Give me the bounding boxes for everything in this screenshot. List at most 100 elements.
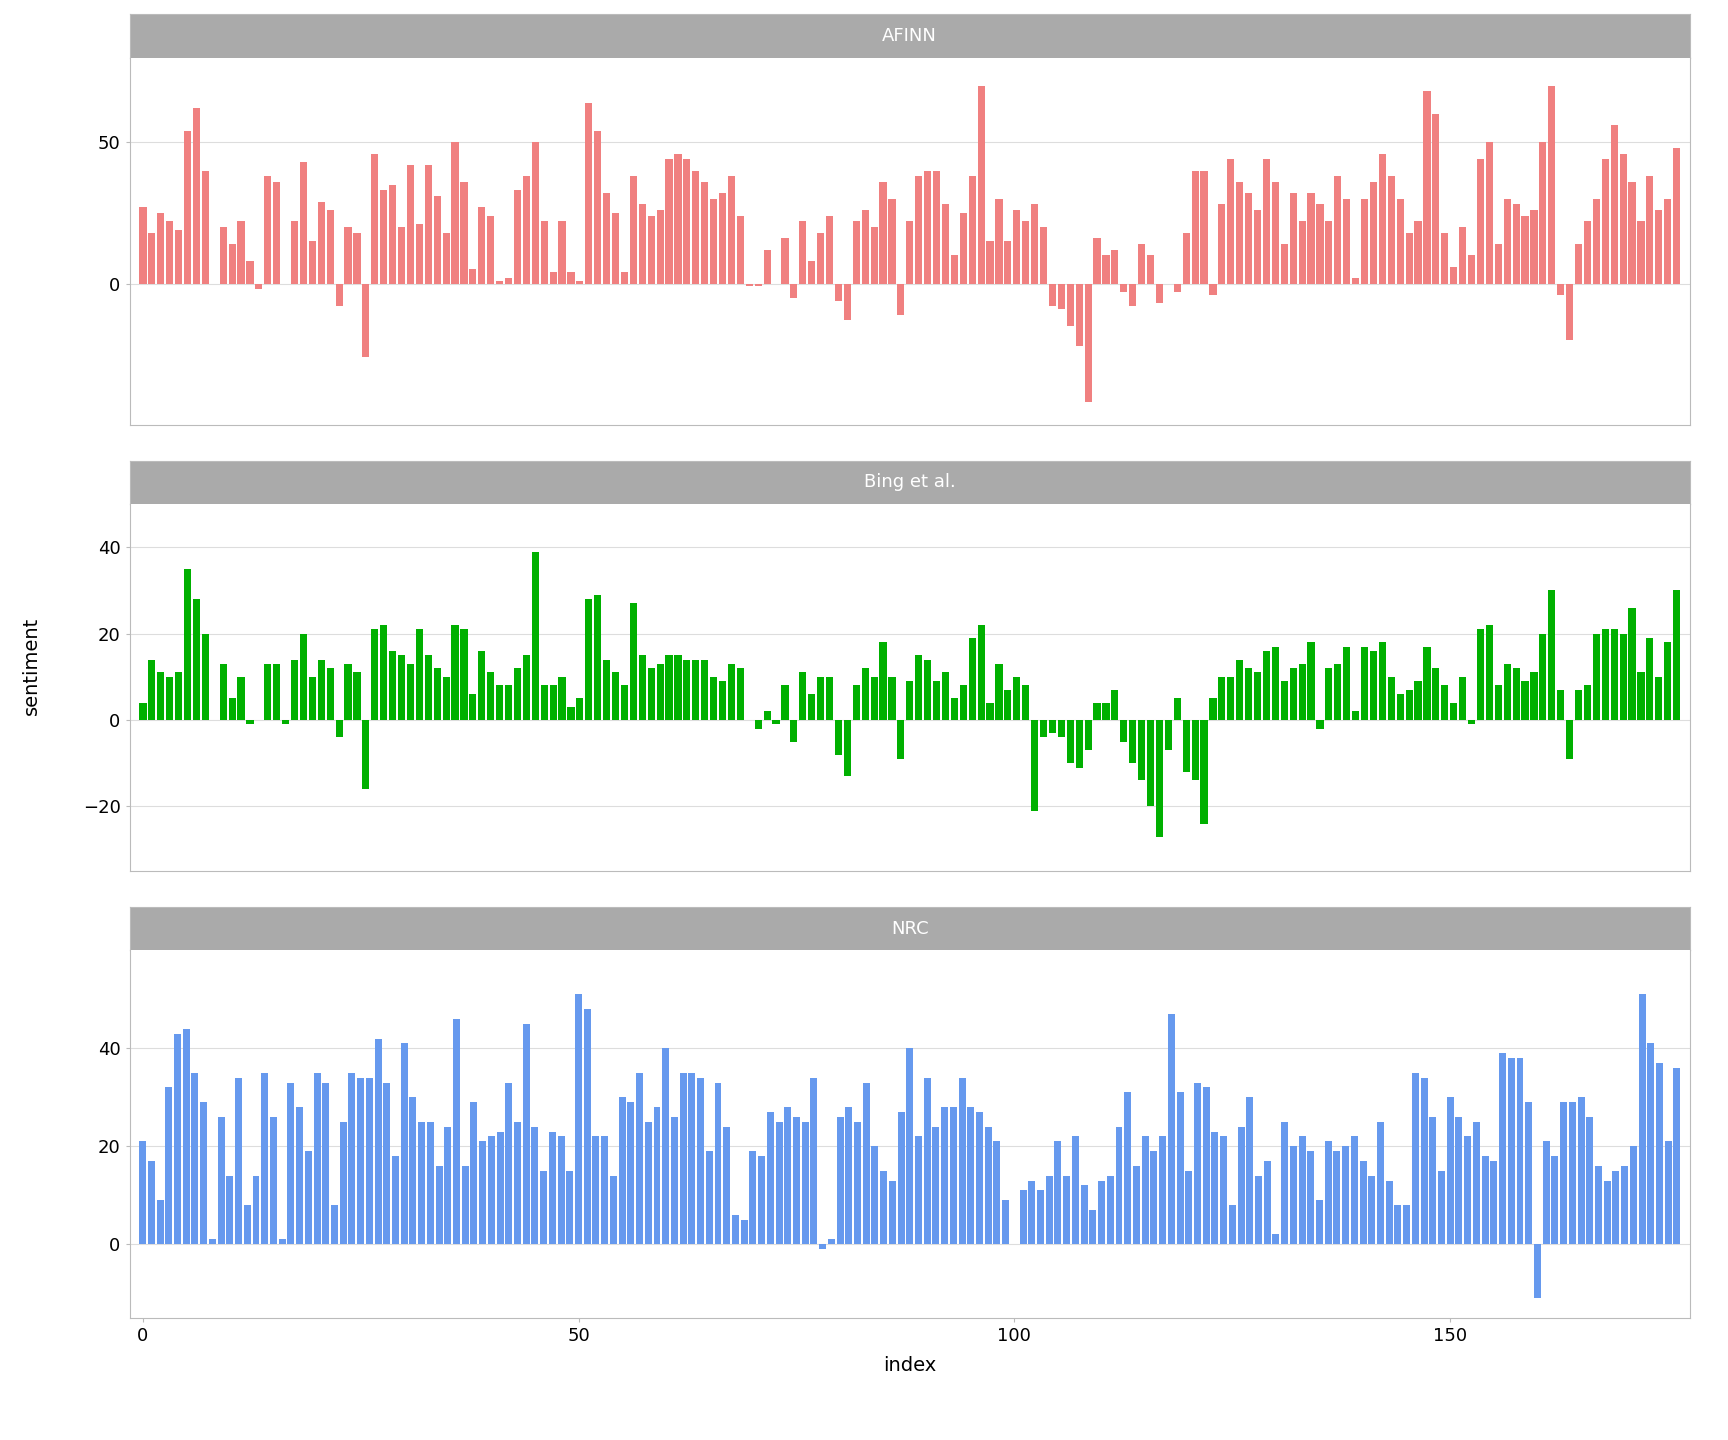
Bar [1647, 638, 1654, 720]
Bar [1227, 677, 1234, 720]
Bar [273, 181, 280, 284]
Bar [1094, 703, 1101, 720]
Bar [524, 1024, 530, 1244]
Bar [541, 1171, 548, 1244]
X-axis label: index: index [883, 1355, 937, 1375]
Bar [1477, 629, 1484, 720]
Bar [567, 1171, 574, 1244]
Bar [645, 1122, 651, 1244]
Bar [479, 651, 486, 720]
Bar [985, 1126, 992, 1244]
Bar [1147, 255, 1154, 284]
Bar [1469, 720, 1476, 724]
Bar [1094, 239, 1101, 284]
Bar [603, 193, 610, 284]
Bar [1111, 690, 1118, 720]
Bar [183, 1028, 190, 1244]
Bar [401, 1044, 408, 1244]
Bar [384, 1083, 391, 1244]
Bar [888, 199, 895, 284]
Bar [550, 685, 556, 720]
Bar [1075, 720, 1083, 768]
Bar [406, 664, 415, 720]
Bar [1004, 690, 1011, 720]
Bar [1246, 193, 1253, 284]
Bar [1455, 1117, 1462, 1244]
Bar [674, 154, 681, 284]
Bar [719, 193, 726, 284]
Bar [1066, 720, 1073, 763]
Bar [470, 694, 477, 720]
Bar [1308, 642, 1315, 720]
Bar [810, 1077, 817, 1244]
Bar [665, 655, 672, 720]
Bar [1128, 720, 1137, 763]
Bar [287, 1083, 294, 1244]
Bar [313, 1073, 320, 1244]
Bar [219, 664, 226, 720]
Bar [1552, 1156, 1559, 1244]
Bar [1177, 1093, 1184, 1244]
Bar [1386, 1181, 1393, 1244]
Bar [327, 668, 334, 720]
Bar [1450, 266, 1457, 284]
Bar [1272, 1234, 1279, 1244]
Bar [1593, 199, 1600, 284]
Bar [1673, 148, 1680, 284]
Bar [327, 210, 334, 284]
Bar [1610, 125, 1617, 284]
Bar [1263, 651, 1270, 720]
Bar [496, 685, 503, 720]
Bar [1004, 240, 1011, 284]
Bar [852, 222, 861, 284]
Bar [950, 698, 957, 720]
Bar [513, 1122, 522, 1244]
Bar [809, 694, 816, 720]
Bar [1503, 199, 1510, 284]
Bar [1116, 1126, 1123, 1244]
Bar [790, 284, 797, 298]
Bar [192, 1073, 199, 1244]
Bar [513, 668, 522, 720]
Bar [1236, 660, 1242, 720]
Bar [710, 677, 717, 720]
Bar [1237, 1126, 1244, 1244]
Bar [862, 210, 869, 284]
Bar [418, 1122, 425, 1244]
Bar [1298, 664, 1306, 720]
Bar [852, 685, 861, 720]
Bar [183, 131, 192, 284]
Bar [1139, 720, 1146, 780]
Bar [397, 655, 404, 720]
Bar [1503, 664, 1510, 720]
Bar [1108, 1175, 1115, 1244]
Text: AFINN: AFINN [883, 27, 937, 45]
Bar [363, 720, 370, 789]
Bar [1405, 690, 1414, 720]
Bar [1647, 176, 1654, 284]
Bar [1289, 193, 1296, 284]
Bar [724, 1126, 731, 1244]
Bar [513, 190, 522, 284]
Bar [1458, 677, 1465, 720]
Bar [880, 1171, 886, 1244]
Bar [425, 166, 432, 284]
Bar [897, 720, 904, 759]
Bar [1317, 204, 1324, 284]
Bar [987, 240, 994, 284]
Bar [1227, 160, 1234, 284]
Bar [470, 1102, 477, 1244]
Bar [969, 176, 976, 284]
Bar [1379, 642, 1386, 720]
Bar [819, 1244, 826, 1248]
Bar [1521, 681, 1529, 720]
Bar [1441, 685, 1448, 720]
Bar [1420, 1077, 1427, 1244]
Bar [487, 672, 494, 720]
Bar [335, 720, 342, 737]
Bar [282, 720, 289, 724]
Bar [397, 228, 404, 284]
Bar [683, 660, 691, 720]
Bar [1534, 1244, 1541, 1297]
Bar [1602, 629, 1609, 720]
